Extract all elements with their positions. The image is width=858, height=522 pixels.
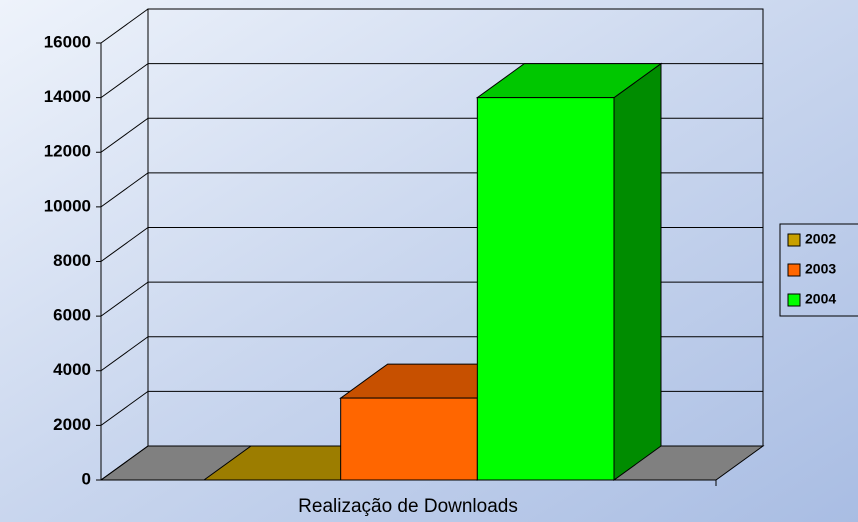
grid-line: [100, 227, 149, 262]
grid-line: [100, 172, 149, 208]
y-tick-label: 16000: [44, 32, 91, 51]
y-tick-label: 4000: [53, 360, 91, 379]
y-tick-label: 8000: [53, 251, 91, 270]
bar: [340, 397, 478, 481]
grid-line: [100, 63, 149, 99]
x-axis-label: Realização de Downloads: [298, 496, 518, 517]
grid-line: [100, 390, 149, 426]
legend-label: 2004: [805, 291, 836, 307]
legend-swatch: [787, 263, 801, 277]
legend-box: [779, 223, 858, 317]
grid-line: [100, 8, 149, 44]
y-tick-label: 10000: [44, 196, 91, 215]
legend-swatch: [787, 233, 801, 247]
grid-line: [100, 445, 149, 481]
legend-swatch: [787, 293, 801, 307]
bar-side: [613, 62, 662, 481]
y-tick-label: 12000: [44, 142, 91, 161]
y-tick-label: 6000: [53, 306, 91, 325]
y-tick-label: 2000: [53, 415, 91, 434]
legend-label: 2002: [805, 231, 836, 247]
y-tick-label: 0: [82, 469, 91, 488]
grid-line: [100, 336, 149, 372]
grid-line: [100, 281, 149, 317]
y-tick-label: 14000: [44, 87, 91, 106]
grid-line: [100, 117, 149, 153]
legend-label: 2003: [805, 261, 836, 277]
bar: [476, 97, 615, 481]
